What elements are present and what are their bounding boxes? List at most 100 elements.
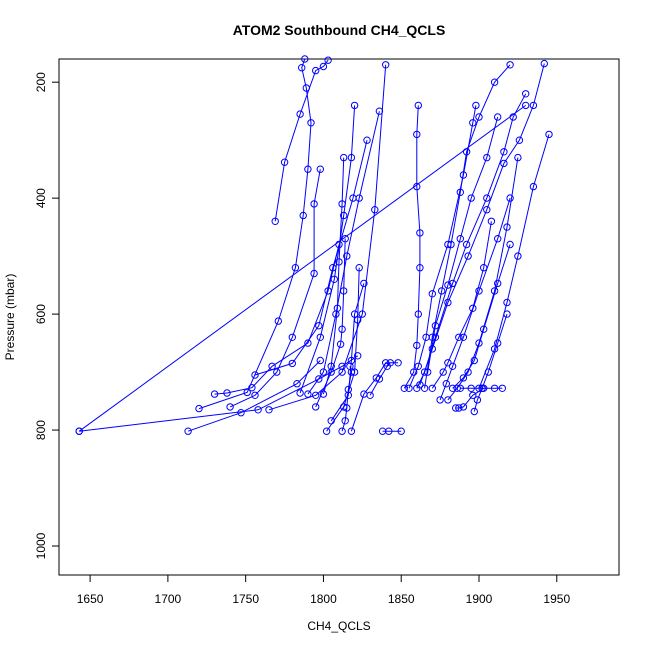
- data-point: [462, 148, 471, 156]
- data-point: [327, 417, 335, 425]
- data-point: [319, 62, 328, 71]
- series-layer: [75, 55, 553, 435]
- data-point: [470, 356, 478, 365]
- data-point: [341, 235, 349, 243]
- data-point: [469, 391, 477, 399]
- series-line: [198, 58, 312, 410]
- data-point: [347, 427, 356, 435]
- data-point: [344, 385, 352, 394]
- data-point: [312, 391, 320, 399]
- data-point: [475, 384, 483, 392]
- data-series: [405, 101, 480, 392]
- data-point: [483, 194, 491, 202]
- data-point: [386, 359, 394, 367]
- data-series: [319, 153, 348, 398]
- data-point: [299, 211, 307, 220]
- data-series: [304, 107, 384, 398]
- data-point: [304, 390, 312, 398]
- data-point: [469, 119, 477, 127]
- data-point: [343, 252, 351, 260]
- data-point: [237, 409, 245, 417]
- data-point: [341, 417, 349, 425]
- data-point: [503, 298, 511, 307]
- series-line: [408, 105, 477, 389]
- data-point: [226, 403, 234, 411]
- data-point: [338, 200, 346, 208]
- series-line: [299, 105, 356, 394]
- series-line: [369, 362, 391, 396]
- data-point: [304, 165, 312, 173]
- data-point: [310, 269, 318, 278]
- data-point: [459, 403, 468, 411]
- data-point: [540, 59, 548, 68]
- y-tick-label: 800: [34, 420, 48, 440]
- data-point: [494, 339, 502, 347]
- data-point: [366, 391, 374, 399]
- series-line: [214, 244, 340, 395]
- data-point: [456, 188, 464, 197]
- data-series: [322, 264, 363, 435]
- data-point: [330, 275, 338, 283]
- data-point: [431, 322, 440, 330]
- data-point: [382, 61, 390, 69]
- data-point: [304, 339, 312, 347]
- series-line: [473, 313, 508, 412]
- data-point: [360, 279, 368, 288]
- data-point: [195, 404, 203, 413]
- series-line: [307, 111, 380, 395]
- data-point: [444, 359, 452, 367]
- data-point: [500, 159, 508, 168]
- series-line: [455, 387, 484, 409]
- series-line: [187, 360, 321, 432]
- data-series: [251, 136, 371, 379]
- data-series: [428, 217, 496, 392]
- data-point: [529, 182, 538, 191]
- y-tick-label: 400: [34, 188, 48, 208]
- data-point: [338, 427, 346, 435]
- data-point: [327, 362, 335, 370]
- data-series: [226, 165, 324, 411]
- series-line: [350, 362, 399, 432]
- series-line: [78, 104, 526, 432]
- data-series: [195, 55, 315, 413]
- series-line: [427, 116, 499, 373]
- data-point: [336, 340, 345, 348]
- data-point: [487, 217, 496, 226]
- y-axis: 200 400 600 800 1000: [34, 72, 60, 559]
- data-point: [248, 384, 256, 392]
- data-point: [346, 362, 354, 370]
- x-tick-label: 1900: [466, 592, 493, 606]
- data-point: [448, 362, 457, 370]
- data-point: [223, 389, 231, 397]
- x-tick-label: 1800: [310, 592, 337, 606]
- data-point: [254, 406, 262, 414]
- data-point: [397, 427, 405, 435]
- data-point: [413, 182, 421, 191]
- data-series: [470, 310, 511, 416]
- data-point: [455, 404, 463, 412]
- data-point: [456, 384, 464, 392]
- data-point: [338, 368, 346, 376]
- chart-title: ATOM2 Southbound CH4_QCLS: [233, 22, 446, 38]
- x-axis: 1650 1700 1750 1800 1850 1900 1950: [77, 574, 570, 606]
- data-point: [522, 101, 530, 110]
- data-point: [350, 101, 359, 110]
- data-point: [494, 235, 502, 243]
- series-line: [330, 283, 365, 422]
- data-point: [470, 407, 478, 416]
- data-point: [210, 390, 219, 398]
- data-point: [447, 240, 455, 249]
- series-line: [315, 238, 346, 408]
- data-series: [366, 359, 394, 399]
- data-point: [358, 310, 366, 318]
- data-point: [280, 158, 289, 166]
- data-point: [413, 341, 421, 350]
- data-series: [296, 101, 359, 397]
- data-point: [439, 368, 447, 376]
- data-point: [515, 136, 524, 144]
- data-point: [291, 264, 300, 272]
- data-point: [371, 206, 379, 214]
- data-point: [296, 110, 304, 118]
- y-axis-label: Pressure (mbar): [3, 274, 17, 361]
